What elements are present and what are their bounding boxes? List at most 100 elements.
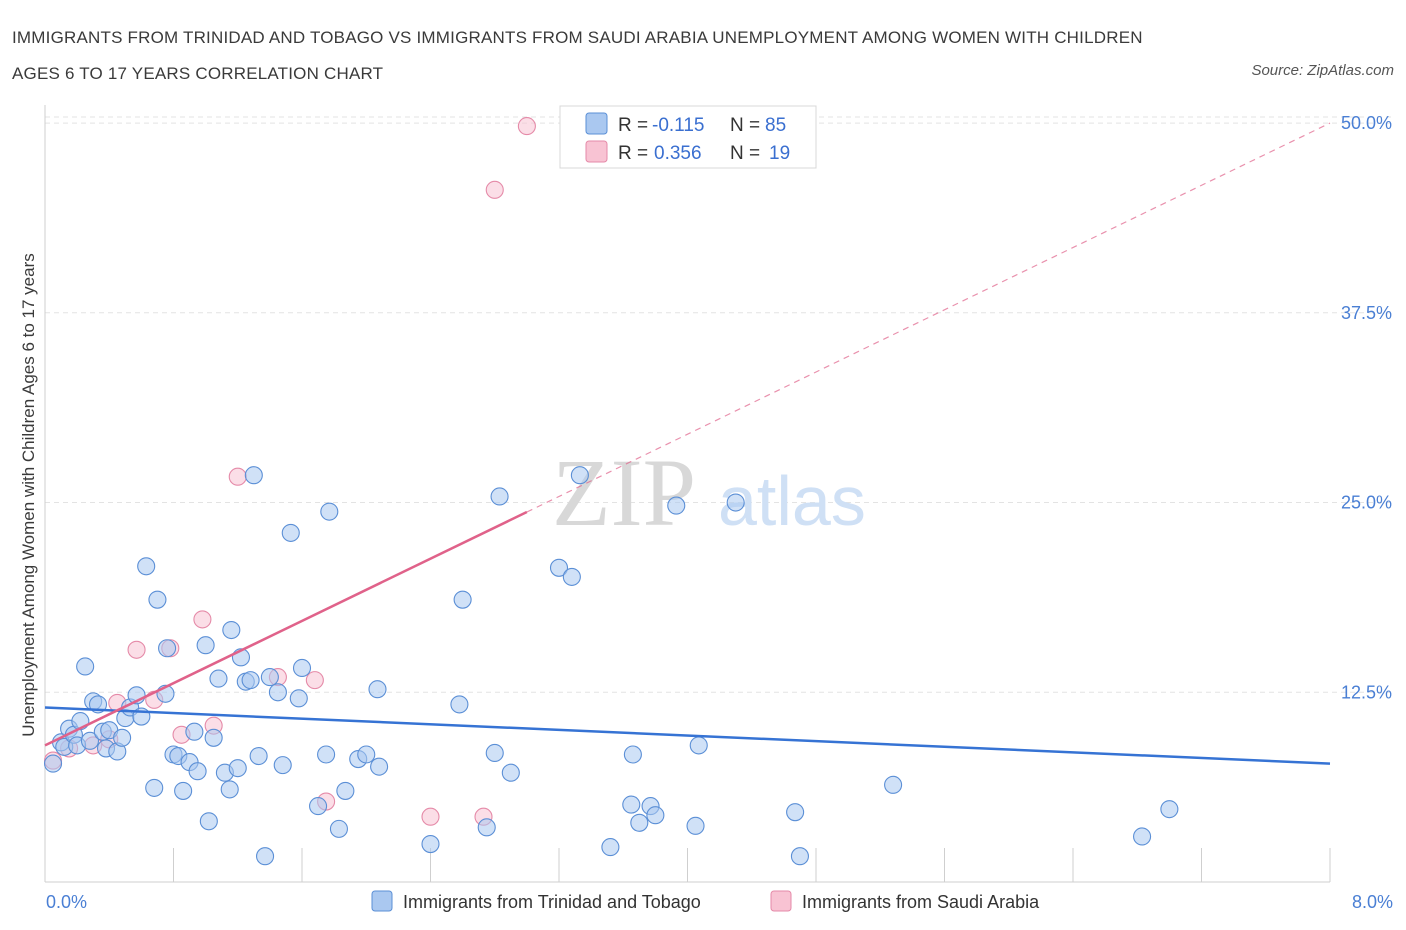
point-trinidad-tobago [174, 781, 193, 800]
point-trinidad-tobago [884, 775, 903, 794]
x-tick-label: 0.0% [46, 892, 87, 912]
point-trinidad-tobago [289, 689, 308, 708]
point-trinidad-tobago [244, 466, 263, 485]
point-saudi-arabia [193, 610, 212, 629]
point-trinidad-tobago [260, 668, 279, 687]
point-trinidad-tobago [630, 813, 649, 832]
point-trinidad-tobago [453, 590, 472, 609]
point-trinidad-tobago [273, 756, 292, 775]
point-trinidad-tobago [281, 523, 300, 542]
point-trinidad-tobago [501, 763, 520, 782]
bottom-legend-label-saudi: Immigrants from Saudi Arabia [802, 892, 1040, 912]
point-trinidad-tobago [562, 567, 581, 586]
point-trinidad-tobago [490, 487, 509, 506]
bottom-legend: Immigrants from Trinidad and Tobago Immi… [371, 890, 1040, 912]
top-legend: R = -0.115 N = 85 R = 0.356 N = 19 [559, 105, 817, 169]
point-trinidad-tobago [222, 620, 241, 640]
point-trinidad-tobago [196, 636, 215, 655]
y-axis-label-group: Unemployment Among Women with Children A… [19, 253, 38, 737]
y-tick-label: 50.0% [1341, 113, 1392, 133]
point-saudi-arabia [305, 671, 324, 690]
point-trinidad-tobago [601, 838, 620, 857]
point-trinidad-tobago [249, 746, 268, 766]
trend-lines [44, 122, 1331, 765]
point-trinidad-tobago [689, 736, 708, 755]
point-trinidad-tobago [726, 493, 745, 512]
legend-n-label-1: N = [730, 115, 760, 136]
point-trinidad-tobago [204, 728, 223, 747]
point-trinidad-tobago [477, 818, 496, 837]
legend-r-value-1: -0.115 [652, 115, 704, 136]
point-trinidad-tobago [228, 759, 247, 778]
gridlines [45, 116, 1395, 693]
point-trinidad-tobago [43, 754, 63, 773]
point-trinidad-tobago [686, 816, 705, 835]
point-trinidad-tobago [292, 658, 312, 678]
bottom-legend-swatch-saudi [770, 890, 792, 912]
point-saudi-arabia [517, 117, 536, 136]
legend-swatch-trinidad [585, 112, 608, 135]
point-trinidad-tobago [256, 847, 275, 866]
point-trinidad-tobago [309, 797, 328, 816]
point-trinidad-tobago [622, 795, 641, 814]
point-trinidad-tobago [199, 812, 218, 831]
legend-swatch-saudi [585, 140, 608, 163]
point-trinidad-tobago [317, 745, 336, 764]
y-tick-label: 37.5% [1341, 303, 1392, 323]
point-trinidad-tobago [145, 778, 164, 797]
trend-line-saudi-arabia-extension [526, 122, 1331, 513]
y-tick-label: 12.5% [1341, 682, 1392, 702]
point-trinidad-tobago [80, 731, 100, 750]
point-trinidad-tobago [646, 806, 665, 825]
tick-labels: 12.5% 25.0% 37.5% 50.0% 0.0% 8.0% [46, 113, 1393, 912]
legend-r-label-2: R = [618, 143, 648, 164]
point-trinidad-tobago [357, 745, 376, 764]
point-trinidad-tobago [623, 745, 642, 764]
point-trinidad-tobago [137, 557, 156, 576]
point-trinidad-tobago [209, 669, 228, 688]
point-trinidad-tobago [549, 558, 569, 577]
point-trinidad-tobago [188, 762, 207, 781]
legend-n-value-2: 19 [769, 143, 790, 164]
point-trinidad-tobago [370, 757, 389, 776]
point-trinidad-tobago [450, 695, 469, 714]
point-trinidad-tobago [1133, 827, 1152, 846]
source-label: Source: ZipAtlas.com [1251, 62, 1394, 79]
y-tick-label: 25.0% [1341, 493, 1392, 513]
trend-line-trinidad-tobago [44, 706, 1331, 765]
point-trinidad-tobago [368, 680, 387, 699]
trend-line-saudi-arabia [44, 510, 528, 747]
y-axis-label: Unemployment Among Women with Children A… [19, 253, 38, 737]
point-trinidad-tobago [329, 819, 348, 838]
series-trinidad-tobago-points [43, 466, 1179, 866]
legend-n-value-1: 85 [765, 115, 786, 136]
point-trinidad-tobago [421, 835, 440, 854]
point-saudi-arabia [127, 640, 146, 659]
legend-n-label-2: N = [730, 143, 760, 164]
watermark: ZIP atlas [552, 439, 866, 546]
point-trinidad-tobago [148, 590, 167, 609]
legend-r-value-2: 0.356 [654, 143, 702, 164]
x-tick-label: 8.0% [1352, 892, 1393, 912]
point-trinidad-tobago [1160, 800, 1179, 819]
point-trinidad-tobago [241, 671, 260, 690]
point-trinidad-tobago [185, 722, 204, 741]
point-saudi-arabia [421, 807, 440, 826]
legend-r-label-1: R = [618, 115, 648, 136]
point-trinidad-tobago [268, 683, 287, 702]
bottom-legend-label-trinidad: Immigrants from Trinidad and Tobago [403, 892, 701, 912]
point-trinidad-tobago [320, 502, 339, 521]
watermark-zip: ZIP [552, 439, 696, 546]
point-trinidad-tobago [336, 781, 355, 800]
point-trinidad-tobago [113, 728, 132, 747]
axes [44, 105, 1331, 883]
point-trinidad-tobago [790, 847, 809, 866]
point-trinidad-tobago [76, 657, 95, 676]
point-saudi-arabia [485, 180, 504, 199]
bottom-legend-swatch-trinidad [371, 890, 393, 912]
point-trinidad-tobago [570, 466, 589, 485]
chart-title: IMMIGRANTS FROM TRINIDAD AND TOBAGO VS I… [12, 28, 1143, 83]
point-saudi-arabia [228, 467, 247, 486]
point-trinidad-tobago [786, 803, 805, 822]
